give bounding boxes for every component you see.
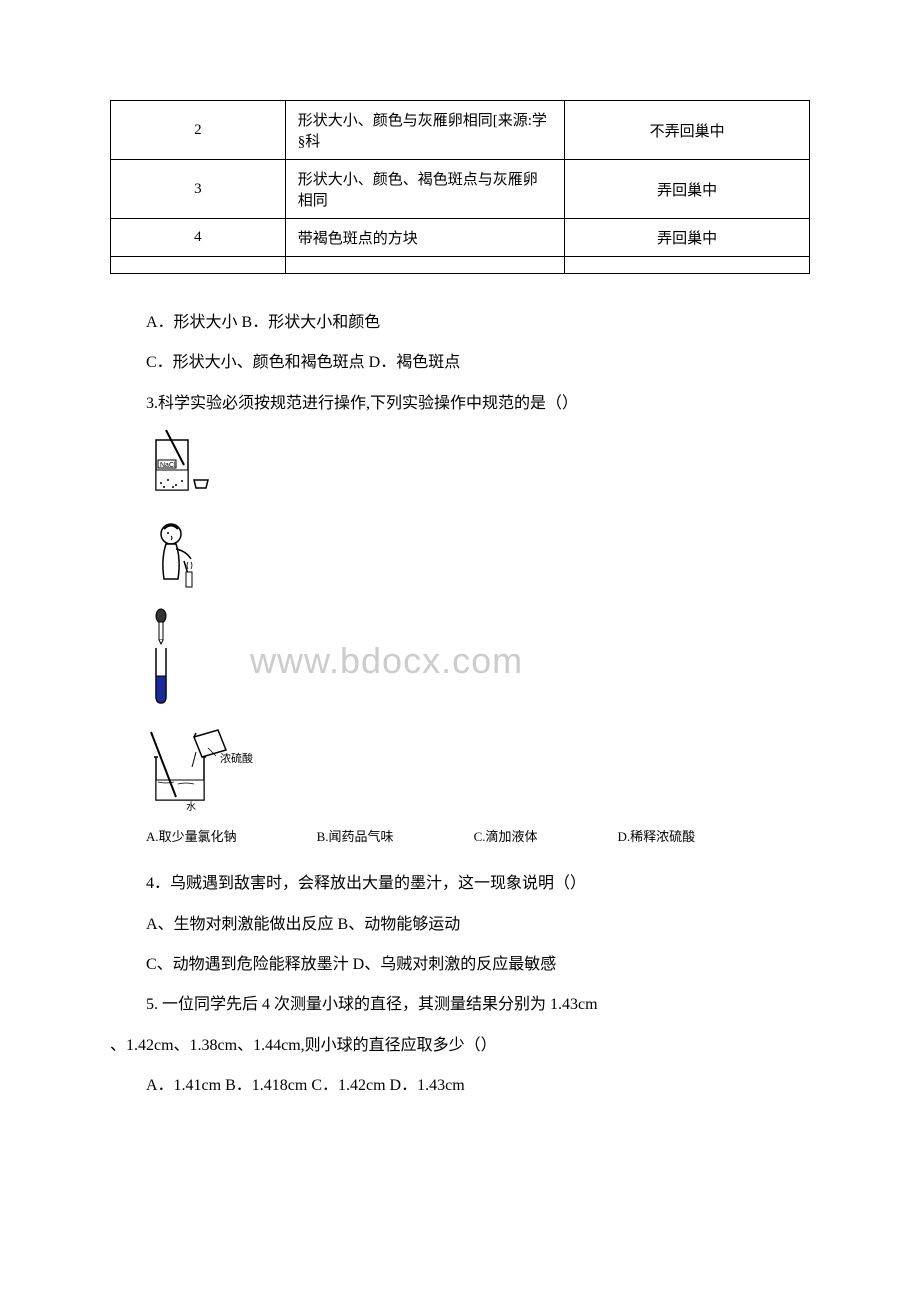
table-cell-result: 弄回巢中 [565, 219, 810, 257]
table-row: 2 形状大小、颜色与灰雁卵相同[来源:学§科 不弄回巢中 [111, 101, 810, 160]
q5-stem1: 5. 一位同学先后 4 次测量小球的直径，其测量结果分别为 1.43cm [146, 986, 810, 1024]
q2-options-line2: C．形状大小、颜色和褐色斑点 D．褐色斑点 [146, 344, 810, 382]
q2-options-line1: A．形状大小 B．形状大小和颜色 [146, 304, 810, 342]
bottle-icon: NaCl [146, 425, 226, 505]
table-cell-desc [285, 257, 565, 274]
q4-opt2: C、动物遇到危险能释放墨汁 D、乌贼对刺激的反应最敏感 [146, 946, 810, 984]
caption-c: C.滴加液体 [474, 826, 538, 845]
table-cell-result: 不弄回巢中 [565, 101, 810, 160]
q3-stem: 3.科学实验必须按规范进行操作,下列实验操作中规范的是（） [146, 385, 810, 423]
table-cell-result: 弄回巢中 [565, 160, 810, 219]
dilute-acid-icon: 水 浓硫酸 [146, 722, 276, 812]
acid-label: 浓硫酸 [220, 751, 253, 765]
table-cell-num [111, 257, 286, 274]
table-row: 4 带褐色斑点的方块 弄回巢中 [111, 219, 810, 257]
water-label: 水 [186, 801, 196, 812]
q3-diagram-c [146, 608, 810, 708]
q5-opts: A．1.41cm B．1.418cm C．1.42cm D．1.43cm [146, 1067, 810, 1105]
nacl-label: NaCl [160, 462, 176, 469]
q3-diagram-a: NaCl [146, 425, 810, 505]
caption-d: D.稀释浓硫酸 [617, 826, 695, 845]
q4-opt1: A、生物对刺激能做出反应 B、动物能够运动 [146, 906, 810, 944]
q3-captions: A.取少量氯化钠 B.闻药品气味 C.滴加液体 D.稀释浓硫酸 [146, 826, 810, 845]
experiment-table: 2 形状大小、颜色与灰雁卵相同[来源:学§科 不弄回巢中 3 形状大小、颜色、褐… [110, 100, 810, 274]
dropper-tube-icon [146, 608, 186, 708]
table-cell-result [565, 257, 810, 274]
table-cell-desc: 带褐色斑点的方块 [285, 219, 565, 257]
table-cell-num: 4 [111, 219, 286, 257]
q3-diagram-d: 水 浓硫酸 [146, 722, 810, 812]
caption-b: B.闻药品气味 [317, 826, 394, 845]
caption-a: A.取少量氯化钠 [146, 826, 237, 845]
table-cell-num: 3 [111, 160, 286, 219]
table-row [111, 257, 810, 274]
table-cell-desc: 形状大小、颜色、褐色斑点与灰雁卵相同 [285, 160, 565, 219]
person-smell-icon [146, 519, 216, 594]
table-cell-num: 2 [111, 101, 286, 160]
table-cell-desc: 形状大小、颜色与灰雁卵相同[来源:学§科 [285, 101, 565, 160]
q3-diagram-b [146, 519, 810, 594]
q5-stem2: 、1.42cm、1.38cm、1.44cm,则小球的直径应取多少（） [110, 1027, 810, 1065]
q4-stem: 4．乌贼遇到敌害时，会释放出大量的墨汁，这一现象说明（） [146, 865, 810, 903]
table-row: 3 形状大小、颜色、褐色斑点与灰雁卵相同 弄回巢中 [111, 160, 810, 219]
